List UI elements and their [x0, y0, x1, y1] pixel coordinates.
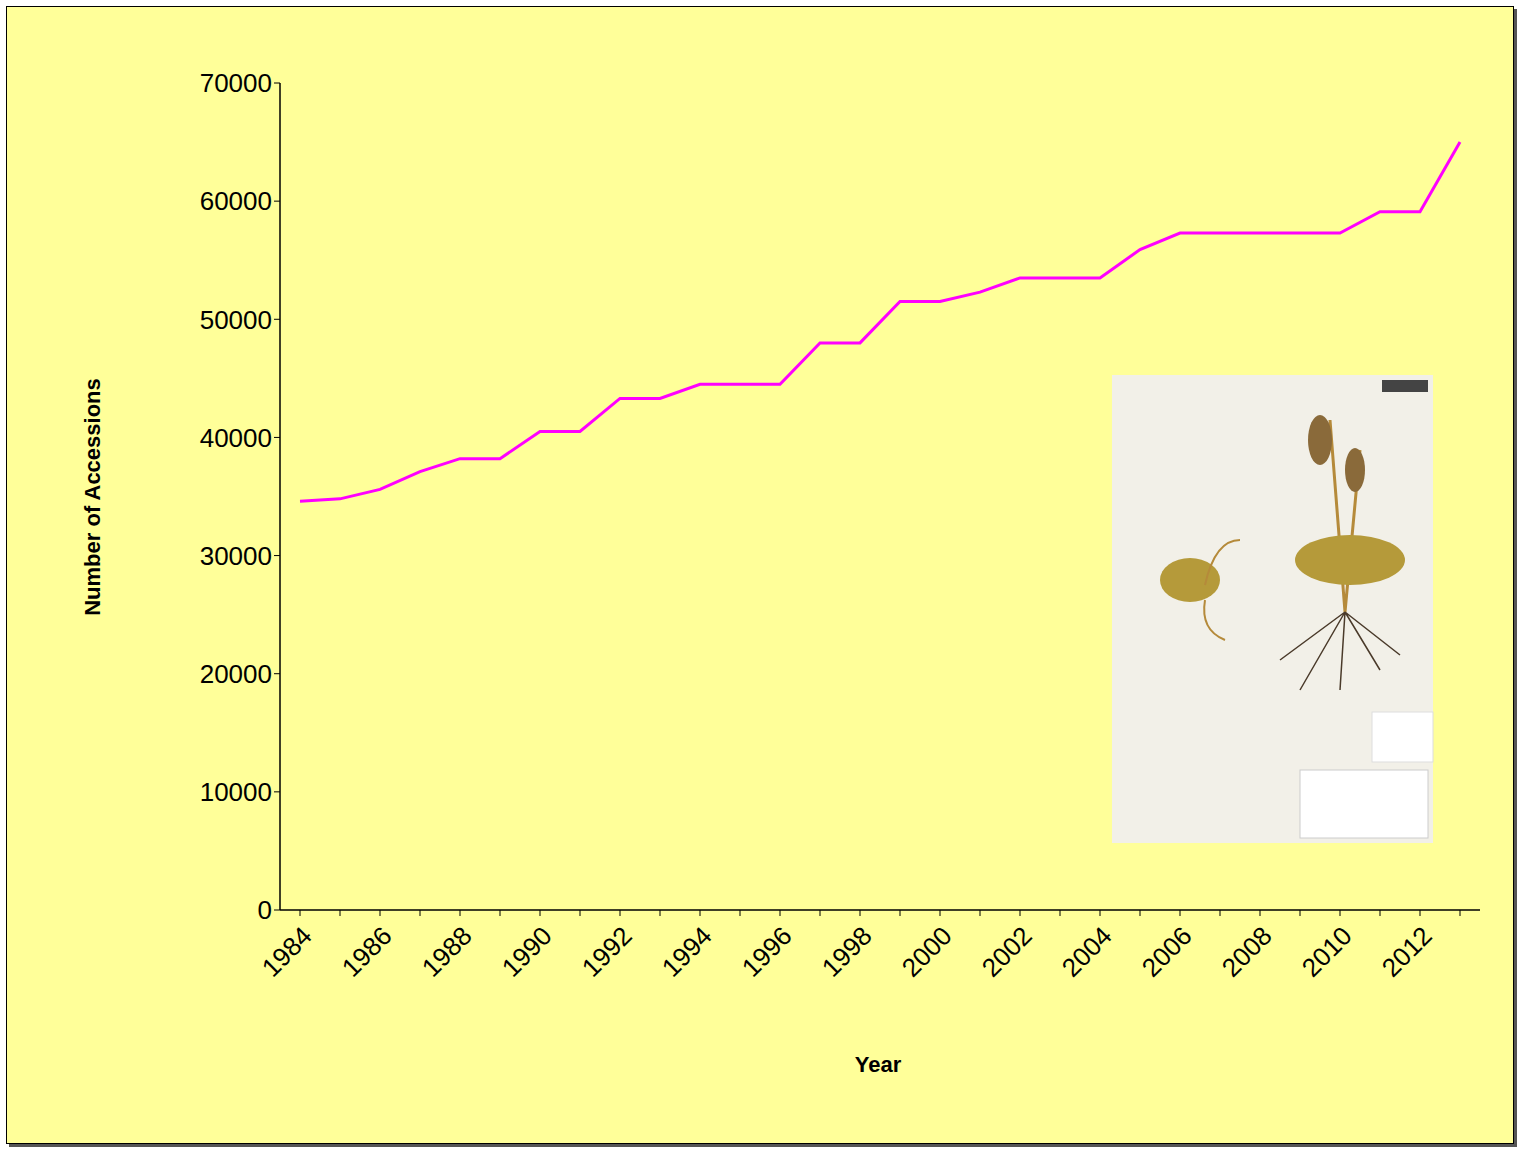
svg-text:1990: 1990	[496, 921, 558, 983]
svg-text:20000: 20000	[200, 659, 272, 689]
svg-text:30000: 30000	[200, 541, 272, 571]
svg-text:1998: 1998	[816, 921, 878, 983]
svg-text:Year: Year	[855, 1052, 902, 1077]
svg-text:2006: 2006	[1136, 921, 1198, 983]
svg-text:0: 0	[258, 895, 272, 925]
svg-text:1986: 1986	[336, 921, 398, 983]
svg-text:50000: 50000	[200, 305, 272, 335]
svg-text:1988: 1988	[416, 921, 478, 983]
svg-text:1994: 1994	[656, 921, 718, 983]
svg-text:1984: 1984	[256, 921, 318, 983]
svg-text:2010: 2010	[1296, 921, 1358, 983]
svg-text:Number of Accessions: Number of Accessions	[80, 378, 105, 616]
svg-text:1992: 1992	[576, 921, 638, 983]
svg-text:10000: 10000	[200, 777, 272, 807]
svg-text:40000: 40000	[200, 423, 272, 453]
svg-text:1996: 1996	[736, 921, 798, 983]
svg-text:2000: 2000	[896, 921, 958, 983]
svg-text:60000: 60000	[200, 186, 272, 216]
svg-text:2008: 2008	[1216, 921, 1278, 983]
svg-text:70000: 70000	[200, 68, 272, 98]
svg-text:2004: 2004	[1056, 921, 1118, 983]
svg-text:2012: 2012	[1376, 921, 1438, 983]
svg-text:2002: 2002	[976, 921, 1038, 983]
